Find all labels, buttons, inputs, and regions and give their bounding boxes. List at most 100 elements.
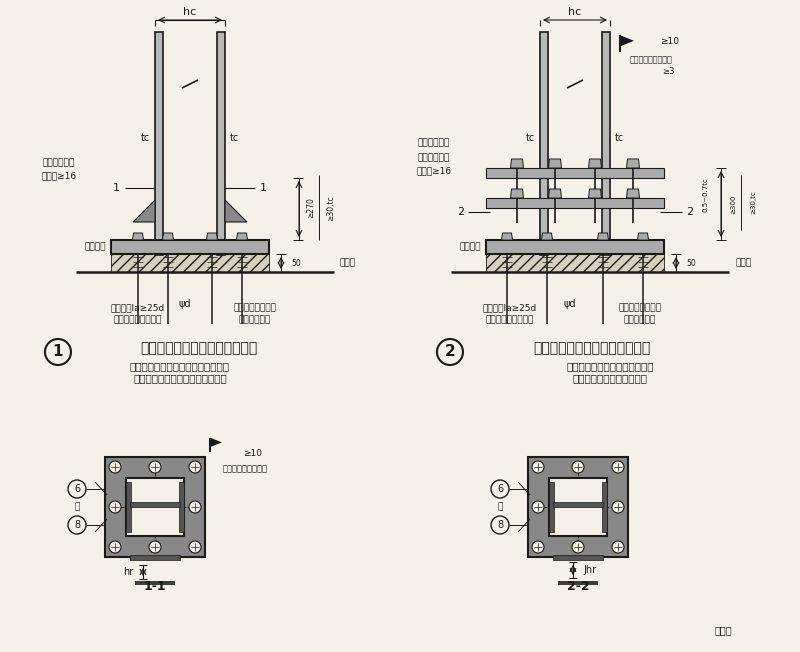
Text: （用于柱底端在弯矩和轴力作用: （用于柱底端在弯矩和轴力作用 (566, 361, 654, 371)
Text: ≥10: ≥10 (660, 38, 679, 46)
Circle shape (109, 501, 121, 513)
Circle shape (572, 541, 584, 553)
Text: 2: 2 (457, 207, 464, 217)
Circle shape (491, 516, 509, 534)
Polygon shape (549, 189, 562, 198)
Polygon shape (589, 159, 602, 168)
Circle shape (532, 461, 544, 473)
Circle shape (149, 541, 161, 553)
Bar (130, 502, 180, 507)
Text: 50: 50 (291, 258, 301, 267)
Text: 6: 6 (497, 484, 503, 494)
Text: ≥10: ≥10 (243, 449, 262, 458)
Text: 或: 或 (498, 503, 502, 512)
Circle shape (149, 461, 161, 473)
Circle shape (437, 339, 463, 365)
Text: 0.5~0.7tc: 0.5~0.7tc (703, 177, 709, 213)
Text: ≥30,tc: ≥30,tc (326, 195, 335, 221)
Circle shape (68, 516, 86, 534)
Text: 1: 1 (53, 344, 63, 359)
Text: tc: tc (615, 133, 624, 143)
Text: 锚栓支承托座: 锚栓支承托座 (418, 138, 450, 147)
Text: （安装完毕后围焊）: （安装完毕后围焊） (223, 464, 268, 473)
Circle shape (532, 541, 544, 553)
Circle shape (189, 541, 201, 553)
Text: （安装完毕后围焊）: （安装完毕后围焊） (630, 55, 673, 65)
Circle shape (189, 501, 201, 513)
Text: tc: tc (141, 133, 150, 143)
Text: 1: 1 (260, 183, 267, 193)
Text: 1-1: 1-1 (144, 580, 166, 593)
Circle shape (612, 461, 624, 473)
Polygon shape (133, 233, 143, 240)
Text: 锚栓支承加劲: 锚栓支承加劲 (418, 153, 450, 162)
Circle shape (612, 541, 624, 553)
Text: 2: 2 (686, 207, 693, 217)
Text: 锚固长度la≥25d: 锚固长度la≥25d (111, 303, 165, 312)
Text: ≥300: ≥300 (730, 194, 736, 214)
Text: 箱形截面柱刚性柱脚构造（一）: 箱形截面柱刚性柱脚构造（一） (140, 341, 258, 355)
Text: hc: hc (568, 7, 582, 17)
Text: 8: 8 (497, 520, 503, 530)
Text: （用于柱底端在弯矩和轴力作用下锚: （用于柱底端在弯矩和轴力作用下锚 (130, 361, 230, 371)
Circle shape (45, 339, 71, 365)
Bar (155, 32, 163, 255)
Polygon shape (620, 35, 634, 46)
Circle shape (491, 480, 509, 498)
Text: 下端应作弯钩或锚板: 下端应作弯钩或锚板 (486, 316, 534, 325)
Polygon shape (502, 233, 513, 240)
Bar (217, 32, 225, 255)
Bar (553, 555, 603, 560)
Bar (528, 457, 628, 557)
Polygon shape (589, 189, 602, 198)
Bar (549, 478, 607, 536)
Text: 用下锚栓出现较大拉力时）: 用下锚栓出现较大拉力时） (573, 373, 647, 383)
Bar (602, 32, 610, 255)
Polygon shape (626, 189, 639, 198)
Text: hc: hc (183, 7, 197, 17)
Polygon shape (133, 200, 155, 222)
Circle shape (189, 461, 201, 473)
Text: 注：见: 注：见 (715, 625, 733, 635)
Bar (130, 555, 180, 560)
Bar (540, 32, 548, 255)
Bar (602, 482, 607, 532)
Bar (486, 254, 664, 272)
Circle shape (612, 501, 624, 513)
Polygon shape (510, 159, 523, 168)
Polygon shape (510, 189, 523, 198)
Text: ψd: ψd (178, 299, 191, 309)
Text: 肋板厚≥16: 肋板厚≥16 (417, 166, 451, 175)
Bar (486, 240, 664, 254)
Text: 8: 8 (74, 520, 80, 530)
Text: 调整螺母: 调整螺母 (459, 243, 481, 252)
Bar (126, 482, 131, 532)
Polygon shape (598, 233, 609, 240)
Text: ≥270: ≥270 (306, 198, 315, 218)
Circle shape (109, 461, 121, 473)
Polygon shape (206, 233, 218, 240)
Polygon shape (626, 159, 639, 168)
Circle shape (68, 480, 86, 498)
Text: 2-2: 2-2 (566, 580, 590, 593)
Bar (126, 478, 184, 536)
Text: 或: 或 (74, 503, 80, 512)
Text: 箱形截面柱刚性柱脚构造（二）: 箱形截面柱刚性柱脚构造（二） (533, 341, 650, 355)
Text: 保证浇灌密实: 保证浇灌密实 (239, 316, 271, 325)
Text: 二次面: 二次面 (736, 258, 752, 267)
Text: 50: 50 (686, 258, 696, 267)
Polygon shape (210, 437, 222, 447)
Polygon shape (638, 233, 649, 240)
Text: 2: 2 (445, 344, 455, 359)
Text: ≥30,tc: ≥30,tc (750, 190, 756, 214)
Text: ≥3: ≥3 (662, 68, 674, 76)
Text: 栓出现较小拉力和不出现拉力时）: 栓出现较小拉力和不出现拉力时） (133, 373, 227, 383)
Text: 1: 1 (113, 183, 120, 193)
Text: tc: tc (526, 133, 535, 143)
Text: 锚固长度la≥25d: 锚固长度la≥25d (483, 303, 537, 312)
Text: 二次面: 二次面 (339, 258, 355, 267)
Text: 锚栓支承加劲: 锚栓支承加劲 (43, 158, 75, 168)
Text: 无收缩二次灌浆层: 无收缩二次灌浆层 (234, 303, 277, 312)
Bar (179, 482, 184, 532)
Bar (486, 198, 664, 208)
